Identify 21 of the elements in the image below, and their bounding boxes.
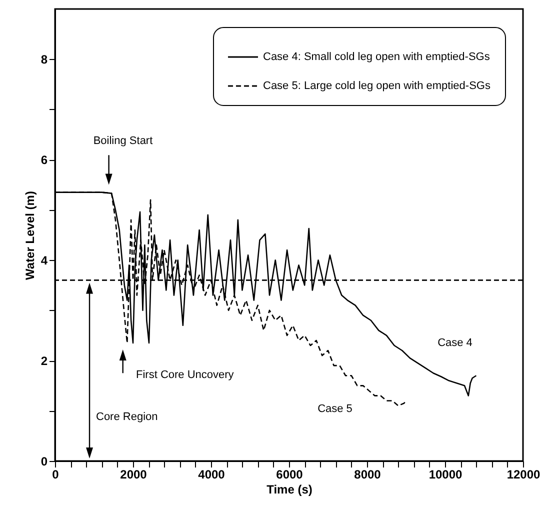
y-tick-label: 4: [40, 254, 48, 268]
y-axis-title: Water Level (m): [22, 191, 37, 280]
x-tick-label: 8000: [354, 468, 382, 482]
x-tick-label: 10000: [428, 468, 463, 482]
x-tick-label: 12000: [506, 468, 541, 482]
legend-label: Case 5: Large cold leg open with emptied-SGs: [263, 80, 491, 92]
x-tick-label: 0: [52, 468, 60, 482]
y-tick-label: 8: [40, 52, 48, 67]
x-tick-label: 2000: [120, 468, 148, 482]
x-axis-title: Time (s): [266, 482, 312, 496]
annotation: Core Region: [96, 410, 158, 423]
annotation: First Core Uncovery: [136, 368, 234, 381]
y-tick-label: 6: [40, 153, 48, 168]
y-tick-label: 2: [40, 354, 48, 368]
x-tick-label: 4000: [198, 468, 226, 482]
annotation: Case 4: [438, 336, 472, 349]
legend-label: Case 4: Small cold leg open with emptied-SGs: [263, 51, 490, 63]
y-tick-label: 0: [40, 454, 48, 468]
annotation: Boiling Start: [93, 134, 153, 147]
x-tick-label: 6000: [276, 468, 304, 482]
annotation: Case 5: [318, 402, 352, 415]
